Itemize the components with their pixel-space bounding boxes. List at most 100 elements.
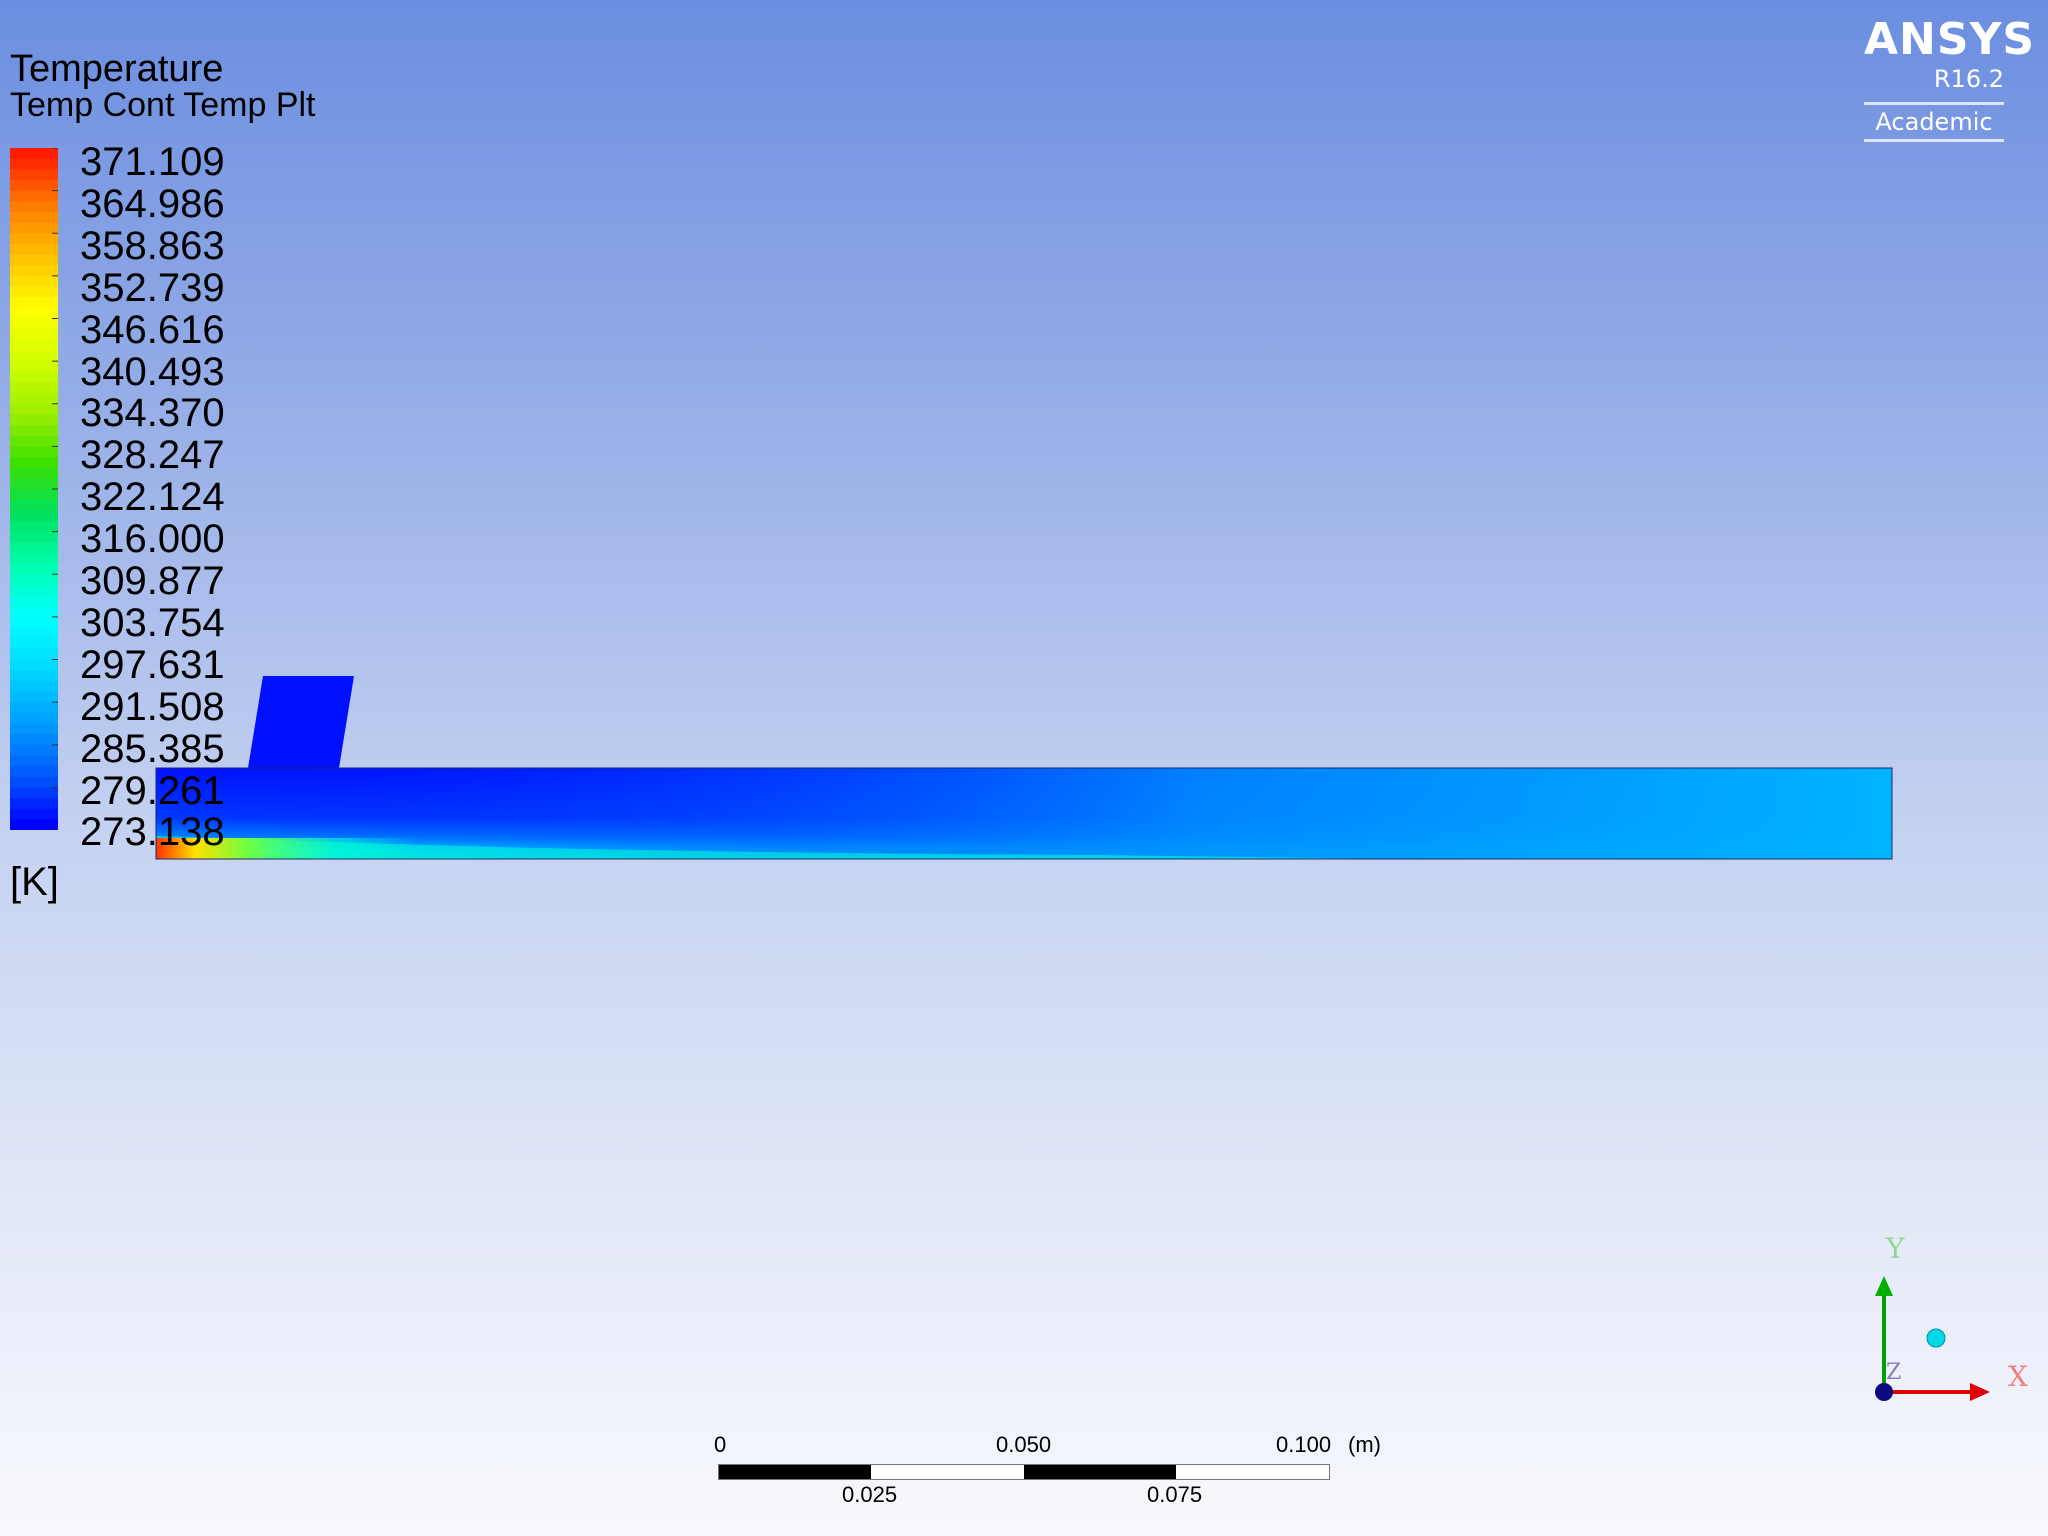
colorbar-band (10, 254, 58, 266)
colorbar-band (10, 734, 58, 746)
colorbar-band (10, 393, 58, 405)
legend-subtitle: Temp Cont Temp Plt (10, 86, 316, 124)
legend-unit: [K] (10, 860, 59, 904)
colorbar-band (10, 776, 58, 788)
logo-divider (1864, 139, 2004, 142)
ansys-logo: ANSYS R16.2 Academic (1864, 14, 2034, 142)
legend-label: 316.000 (80, 517, 225, 562)
z-axis-dot (1875, 1383, 1893, 1401)
colorbar-band (10, 563, 58, 575)
colorbar-band (10, 275, 58, 288)
scale-segment (719, 1465, 871, 1479)
colorbar-band (10, 691, 58, 703)
legend-label: 322.124 (80, 475, 225, 520)
rotation-center-sphere (1926, 1328, 1946, 1348)
colorbar-band (10, 158, 58, 170)
colorbar-band (10, 286, 58, 298)
scale-label: 0.100 (1276, 1432, 1332, 1457)
colorbar-band (10, 766, 58, 778)
colorbar-band (10, 233, 58, 245)
colorbar-band (10, 403, 58, 416)
legend-label: 297.631 (80, 642, 225, 687)
colorbar-band (10, 478, 58, 490)
colorbar-band (10, 510, 58, 522)
colorbar-band (10, 361, 58, 373)
colorbar-band (10, 190, 58, 202)
colorbar-band (10, 531, 58, 543)
colorbar-band (10, 712, 58, 725)
axis-triad[interactable]: Y X Z (1860, 1230, 2040, 1410)
legend-label: 273.138 (80, 810, 225, 855)
colorbar-band (10, 169, 58, 181)
legend-label: 346.616 (80, 307, 225, 352)
x-axis-arrowhead (1970, 1383, 1990, 1401)
colorbar-band (10, 819, 58, 830)
colorbar-band (10, 339, 58, 352)
y-axis-arrowhead (1875, 1276, 1893, 1296)
scale-unit: (m) (1348, 1432, 1381, 1457)
legend-label: 371.109 (80, 140, 225, 184)
colorbar-band (10, 371, 58, 384)
colorbar-band (10, 350, 58, 362)
legend-label: 334.370 (80, 391, 225, 436)
colorbar-band (10, 201, 58, 213)
scale-segment (1024, 1465, 1176, 1479)
scale-ruler (718, 1464, 1330, 1480)
colorbar-band (10, 211, 58, 224)
colorbar-band (10, 638, 58, 650)
scale-label: 0.075 (1147, 1482, 1203, 1507)
scale-label: 0.025 (842, 1482, 898, 1507)
colorbar-band (10, 648, 58, 661)
logo-divider (1864, 102, 2004, 105)
scale-label: 0.050 (996, 1432, 1052, 1457)
legend-label: 364.986 (80, 181, 225, 226)
colorbar-band (10, 425, 58, 437)
colorbar-band (10, 755, 58, 767)
colorbar-band (10, 659, 58, 671)
scale-bar: 0 0.050 0.100 (m) 0.025 0.075 (714, 1430, 1418, 1510)
logo-version: R16.2 (1933, 65, 2004, 93)
logo-edition: Academic (1875, 108, 1993, 136)
legend-label: 309.877 (80, 559, 225, 603)
colorbar-band (10, 489, 58, 501)
colorbar-band (10, 723, 58, 735)
colorbar-band (10, 414, 58, 426)
colorbar-band (10, 670, 58, 682)
legend-label: 279.261 (80, 768, 225, 813)
colorbar-band (10, 616, 58, 629)
colorbar-band (10, 680, 58, 693)
colorbar-band (10, 744, 58, 757)
colorbar-band (10, 467, 58, 479)
colorbar-band (10, 148, 58, 160)
legend-label: 291.508 (80, 684, 225, 729)
legend-label: 285.385 (80, 726, 225, 771)
colorbar-band (10, 222, 58, 234)
legend-label: 328.247 (80, 433, 225, 478)
scale-label: 0 (714, 1432, 727, 1457)
colorbar-band (10, 787, 58, 799)
legend-label: 303.754 (80, 600, 225, 645)
colorbar-band (10, 584, 58, 597)
legend-label: 340.493 (80, 349, 225, 394)
x-axis-label: X (2008, 1360, 2028, 1393)
colorbar-band (10, 297, 58, 309)
y-axis-label: Y (1886, 1232, 1905, 1265)
colorbar-band (10, 552, 58, 565)
legend-label: 358.863 (80, 223, 225, 268)
colorbar-band (10, 382, 58, 394)
colorbar-band (10, 542, 58, 554)
colorbar-band (10, 179, 58, 192)
legend-label: 352.739 (80, 265, 225, 310)
legend-colorbar (10, 148, 58, 830)
colorbar-band (10, 702, 58, 714)
colorbar-band (10, 499, 58, 511)
colorbar-band (10, 520, 58, 533)
legend-title: Temperature (10, 48, 224, 90)
colorbar-band (10, 435, 58, 447)
colorbar-band (10, 446, 58, 458)
colorbar-band (10, 808, 58, 820)
colorbar-band (10, 595, 58, 607)
colorbar-band (10, 798, 58, 810)
